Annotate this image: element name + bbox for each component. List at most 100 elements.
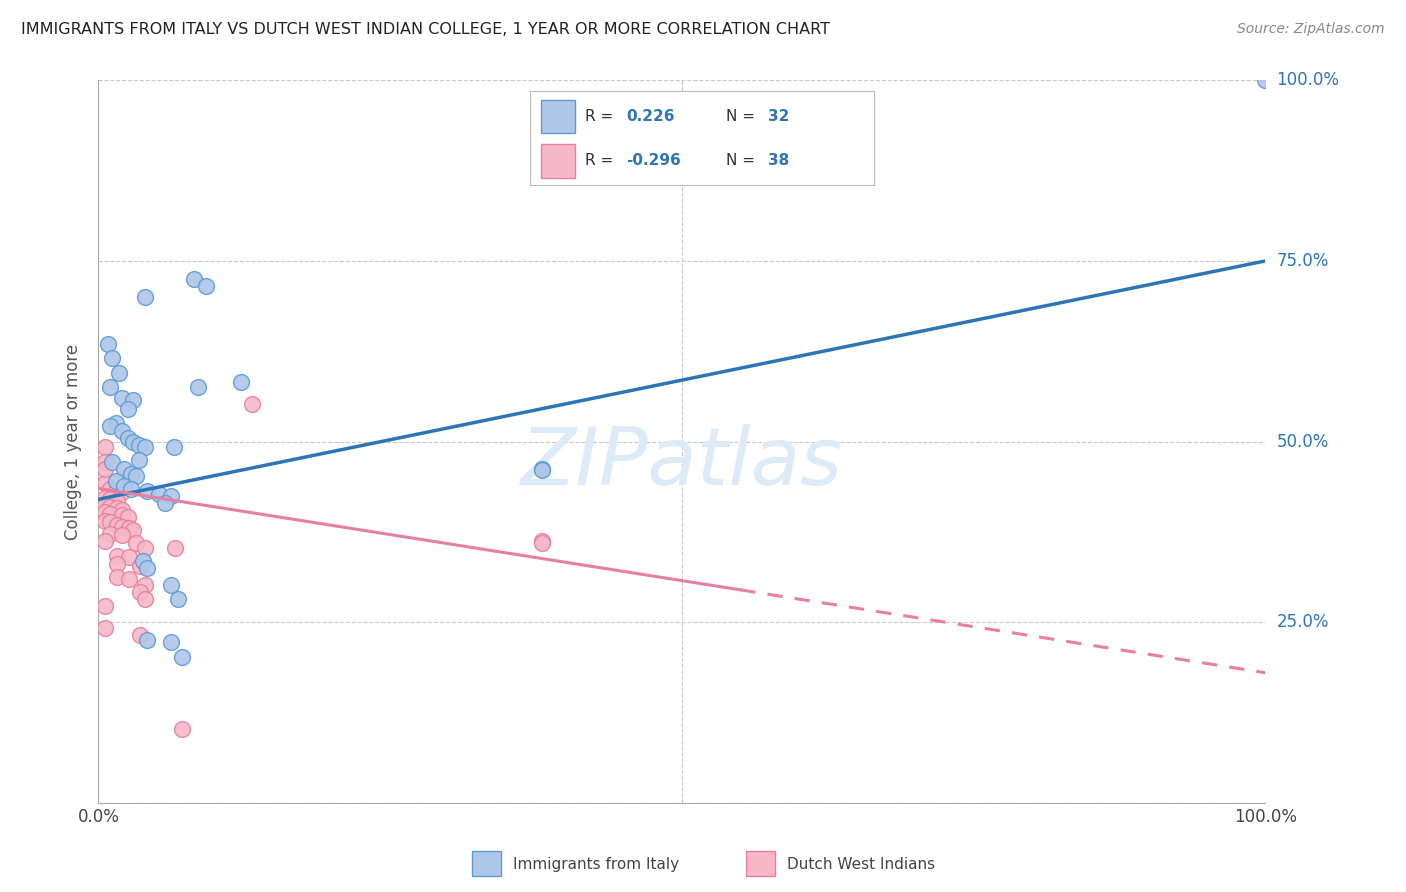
Point [98, 418, 121, 433]
Point [134, 440, 156, 454]
Text: 100.0%: 100.0% [1277, 71, 1340, 89]
Point [98, 507, 121, 521]
Point [242, 397, 264, 411]
Point [111, 424, 134, 438]
Point [94, 621, 117, 635]
Point [194, 279, 217, 293]
Point [122, 392, 145, 407]
Point [163, 440, 186, 454]
Point [111, 391, 134, 405]
Point [129, 628, 152, 642]
Point [128, 438, 150, 452]
Point [159, 490, 181, 504]
Point [159, 577, 181, 591]
Point [117, 431, 139, 445]
Text: Dutch West Indians: Dutch West Indians [787, 856, 935, 871]
Point [120, 482, 142, 496]
Point [98, 492, 121, 507]
Point [111, 503, 134, 517]
Text: IMMIGRANTS FROM ITALY VS DUTCH WEST INDIAN COLLEGE, 1 YEAR OR MORE CORRELATION C: IMMIGRANTS FROM ITALY VS DUTCH WEST INDI… [21, 22, 830, 37]
Point [125, 535, 148, 549]
Point [94, 505, 117, 519]
Point [105, 549, 128, 563]
Point [98, 527, 121, 541]
Point [105, 558, 128, 572]
Point [118, 550, 141, 565]
Text: Source: ZipAtlas.com: Source: ZipAtlas.com [1237, 22, 1385, 37]
Text: ZIPatlas: ZIPatlas [520, 425, 844, 502]
Point [122, 434, 145, 449]
Point [136, 561, 159, 575]
Point [94, 440, 117, 454]
Point [101, 351, 124, 366]
Point [94, 491, 117, 505]
Point [104, 417, 127, 431]
Bar [472, 851, 501, 877]
Point [1254, 73, 1277, 87]
Point [125, 469, 148, 483]
Point [112, 462, 135, 476]
Point [105, 493, 128, 508]
Point [530, 462, 553, 476]
Text: Immigrants from Italy: Immigrants from Italy [513, 856, 679, 871]
Point [187, 380, 209, 394]
Point [94, 514, 117, 528]
Bar [747, 851, 775, 877]
Point [111, 528, 134, 542]
Point [98, 516, 121, 530]
Point [129, 558, 152, 573]
Point [134, 290, 156, 304]
Point [108, 366, 131, 380]
Point [105, 517, 128, 532]
Point [94, 462, 117, 476]
Point [134, 577, 156, 591]
Point [111, 485, 134, 500]
Point [166, 592, 188, 607]
Point [530, 535, 553, 549]
Point [117, 510, 139, 524]
Point [183, 272, 205, 286]
Point [118, 521, 141, 535]
Text: 50.0%: 50.0% [1277, 433, 1329, 450]
Point [111, 508, 134, 523]
Point [159, 635, 181, 649]
Point [104, 483, 127, 498]
Point [134, 592, 156, 607]
Point [97, 337, 120, 351]
Point [105, 570, 128, 584]
Y-axis label: College, 1 year or more: College, 1 year or more [65, 343, 83, 540]
Point [117, 402, 139, 417]
Point [104, 475, 127, 489]
Point [98, 482, 121, 496]
Point [165, 541, 187, 556]
Point [128, 452, 150, 467]
Point [148, 486, 170, 500]
Point [94, 534, 117, 549]
Point [153, 496, 176, 510]
Point [111, 520, 134, 534]
Point [98, 380, 121, 394]
Point [530, 534, 553, 549]
Point [134, 541, 156, 556]
Point [172, 649, 194, 664]
Point [229, 376, 252, 390]
Point [105, 501, 128, 516]
Point [101, 455, 124, 469]
Point [172, 722, 194, 736]
Point [129, 584, 152, 599]
Text: 25.0%: 25.0% [1277, 613, 1329, 632]
Point [94, 476, 117, 491]
Point [122, 523, 145, 537]
Point [118, 572, 141, 586]
Point [94, 599, 117, 614]
Point [94, 455, 117, 469]
Point [112, 479, 135, 493]
Point [94, 498, 117, 512]
Point [132, 554, 155, 568]
Point [98, 500, 121, 514]
Point [530, 463, 553, 477]
Point [136, 633, 159, 648]
Text: 75.0%: 75.0% [1277, 252, 1329, 270]
Point [120, 467, 142, 481]
Point [136, 483, 159, 498]
